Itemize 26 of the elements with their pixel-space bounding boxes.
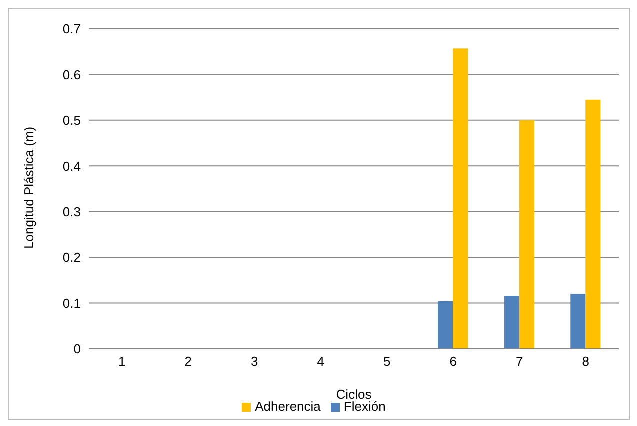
y-tick-label: 0.7 <box>62 22 81 37</box>
x-axis-title: Ciclos <box>336 387 372 402</box>
x-tick-label: 6 <box>450 354 457 370</box>
x-tick-label: 8 <box>582 354 590 370</box>
y-tick-label: 0.5 <box>62 113 81 128</box>
x-tick-label: 7 <box>516 354 524 370</box>
x-tick-label: 4 <box>317 354 324 370</box>
bar <box>438 301 454 349</box>
bar <box>586 100 601 349</box>
bar <box>504 296 520 349</box>
bar <box>453 48 468 349</box>
y-axis-title: Longitud Plástica (m) <box>22 126 37 249</box>
y-tick-label: 0.3 <box>62 204 81 220</box>
x-tick-label: 1 <box>118 354 126 370</box>
y-tick-label: 0.2 <box>62 250 81 266</box>
x-tick-label: 5 <box>384 354 391 370</box>
legend-label: Flexión <box>344 399 386 414</box>
x-tick-label: 2 <box>184 354 192 370</box>
y-tick-label: 0 <box>74 342 81 357</box>
bar <box>519 120 534 349</box>
y-tick-label: 0.6 <box>62 67 81 82</box>
y-tick-label: 0.4 <box>62 158 81 174</box>
bar <box>570 294 586 349</box>
x-tick-label: 3 <box>251 354 258 370</box>
legend-label: Adherencia <box>255 399 321 414</box>
y-tick-label: 0.1 <box>62 296 81 311</box>
